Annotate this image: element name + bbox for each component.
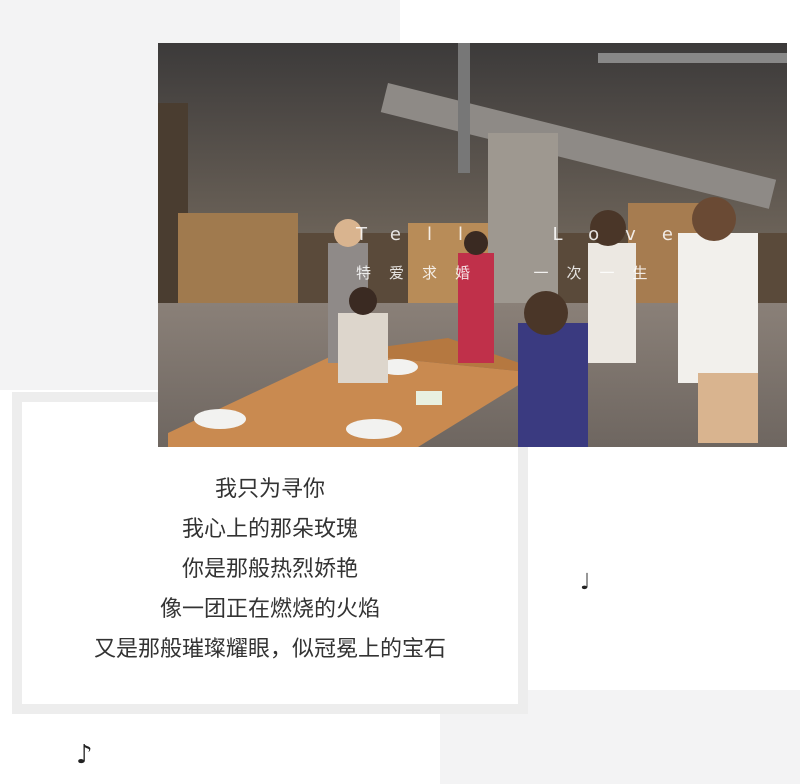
poem-line: 你是那般热烈娇艳: [181, 557, 358, 582]
photo-overlay-subtitle: 特爱求婚 一次一生: [356, 264, 666, 282]
music-note-icon: ♩: [580, 570, 591, 595]
photo-overlay-title: Tell Love: [356, 224, 699, 245]
poem-text: 我只为寻你 我心上的那朵玫瑰 你是那般热烈娇艳 像一团正在燃烧的火焰 又是那般璀…: [22, 470, 518, 670]
poem-frame: [22, 402, 518, 704]
poem-line: 我只为寻你: [214, 477, 325, 502]
poem-line: 像一团正在燃烧的火焰: [159, 597, 380, 622]
poem-line: 又是那般璀璨耀眼，似冠冕上的宝石: [93, 637, 446, 662]
proposal-photo: [158, 43, 787, 447]
music-note-icon: ♪: [76, 740, 93, 770]
poem-line: 我心上的那朵玫瑰: [181, 517, 358, 542]
